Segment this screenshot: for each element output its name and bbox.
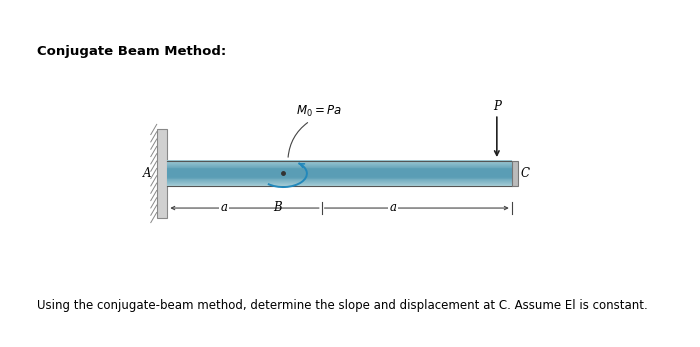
Bar [167, 175, 512, 176]
Bar [167, 167, 512, 168]
Bar [167, 169, 512, 170]
Bar [167, 166, 512, 167]
Text: B: B [273, 201, 281, 214]
Bar [167, 185, 512, 186]
Bar [167, 178, 512, 179]
Bar [167, 180, 512, 181]
Bar [167, 168, 512, 169]
Bar [167, 165, 512, 166]
Bar [167, 174, 512, 175]
Bar [167, 164, 512, 165]
Bar [167, 160, 512, 162]
Text: P: P [493, 100, 500, 112]
Bar [167, 173, 512, 174]
Bar [167, 163, 512, 164]
Bar [167, 171, 512, 173]
Text: a: a [389, 201, 396, 214]
Bar [167, 179, 512, 180]
Text: Using the conjugate-beam method, determine the slope and displacement at C. Assu: Using the conjugate-beam method, determi… [37, 299, 648, 312]
Bar [157, 129, 167, 218]
Text: Conjugate Beam Method:: Conjugate Beam Method: [37, 45, 226, 58]
Text: a: a [220, 201, 228, 214]
Bar [167, 167, 512, 168]
Bar [167, 161, 512, 162]
Bar [167, 170, 512, 171]
Bar [167, 177, 512, 178]
Bar [167, 176, 512, 177]
Bar [167, 183, 512, 185]
Bar [167, 177, 512, 179]
Text: $M_0 = Pa$: $M_0 = Pa$ [296, 104, 342, 119]
Text: C: C [521, 167, 530, 180]
Bar [167, 171, 512, 172]
Text: A: A [143, 167, 151, 180]
Bar [167, 184, 512, 185]
Bar [167, 162, 512, 163]
Bar [512, 161, 517, 186]
Bar [167, 183, 512, 184]
Bar [167, 181, 512, 182]
Bar [167, 181, 512, 183]
Bar [167, 172, 512, 174]
